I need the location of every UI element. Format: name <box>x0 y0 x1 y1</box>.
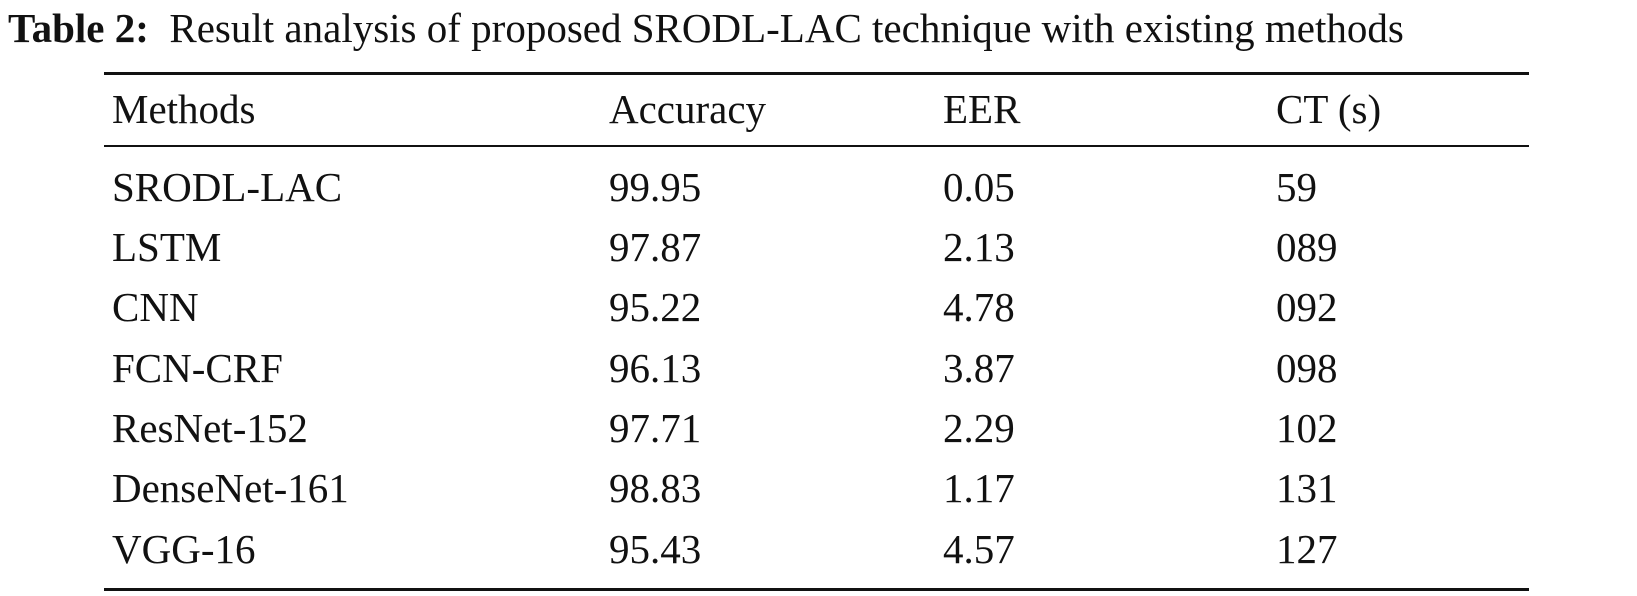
header-methods: Methods <box>112 86 256 132</box>
cell-ct: 127 <box>1276 526 1338 572</box>
cell-ct: 59 <box>1276 164 1317 210</box>
table-caption-text: Result analysis of proposed SRODL-LAC te… <box>169 5 1404 51</box>
table-header-rule <box>104 145 1529 147</box>
cell-method: SRODL-LAC <box>112 164 343 210</box>
cell-ct: 092 <box>1276 284 1338 330</box>
cell-accuracy: 97.87 <box>609 224 702 270</box>
cell-eer: 1.17 <box>943 465 1015 511</box>
header-accuracy: Accuracy <box>609 86 767 132</box>
cell-accuracy: 97.71 <box>609 405 702 451</box>
table-bottom-rule <box>104 588 1529 591</box>
cell-accuracy: 96.13 <box>609 345 702 391</box>
cell-ct: 098 <box>1276 345 1338 391</box>
cell-accuracy: 98.83 <box>609 465 702 511</box>
cell-eer: 3.87 <box>943 345 1015 391</box>
table-caption: Table 2: Result analysis of proposed SRO… <box>8 2 1633 54</box>
cell-method: VGG-16 <box>112 526 256 572</box>
cell-eer: 2.13 <box>943 224 1015 270</box>
cell-ct: 131 <box>1276 465 1338 511</box>
cell-method: FCN-CRF <box>112 345 283 391</box>
cell-eer: 4.57 <box>943 526 1015 572</box>
cell-eer: 2.29 <box>943 405 1015 451</box>
cell-method: CNN <box>112 284 199 330</box>
cell-ct: 102 <box>1276 405 1338 451</box>
cell-method: LSTM <box>112 224 222 270</box>
header-eer: EER <box>943 86 1021 132</box>
table-top-rule <box>104 72 1529 75</box>
cell-eer: 0.05 <box>943 164 1015 210</box>
cell-accuracy: 99.95 <box>609 164 702 210</box>
cell-eer: 4.78 <box>943 284 1015 330</box>
cell-method: ResNet-152 <box>112 405 308 451</box>
cell-method: DenseNet-161 <box>112 465 349 511</box>
header-ct: CT (s) <box>1276 86 1382 132</box>
cell-accuracy: 95.22 <box>609 284 702 330</box>
table-caption-label: Table 2: <box>8 5 149 51</box>
cell-accuracy: 95.43 <box>609 526 702 572</box>
cell-ct: 089 <box>1276 224 1338 270</box>
